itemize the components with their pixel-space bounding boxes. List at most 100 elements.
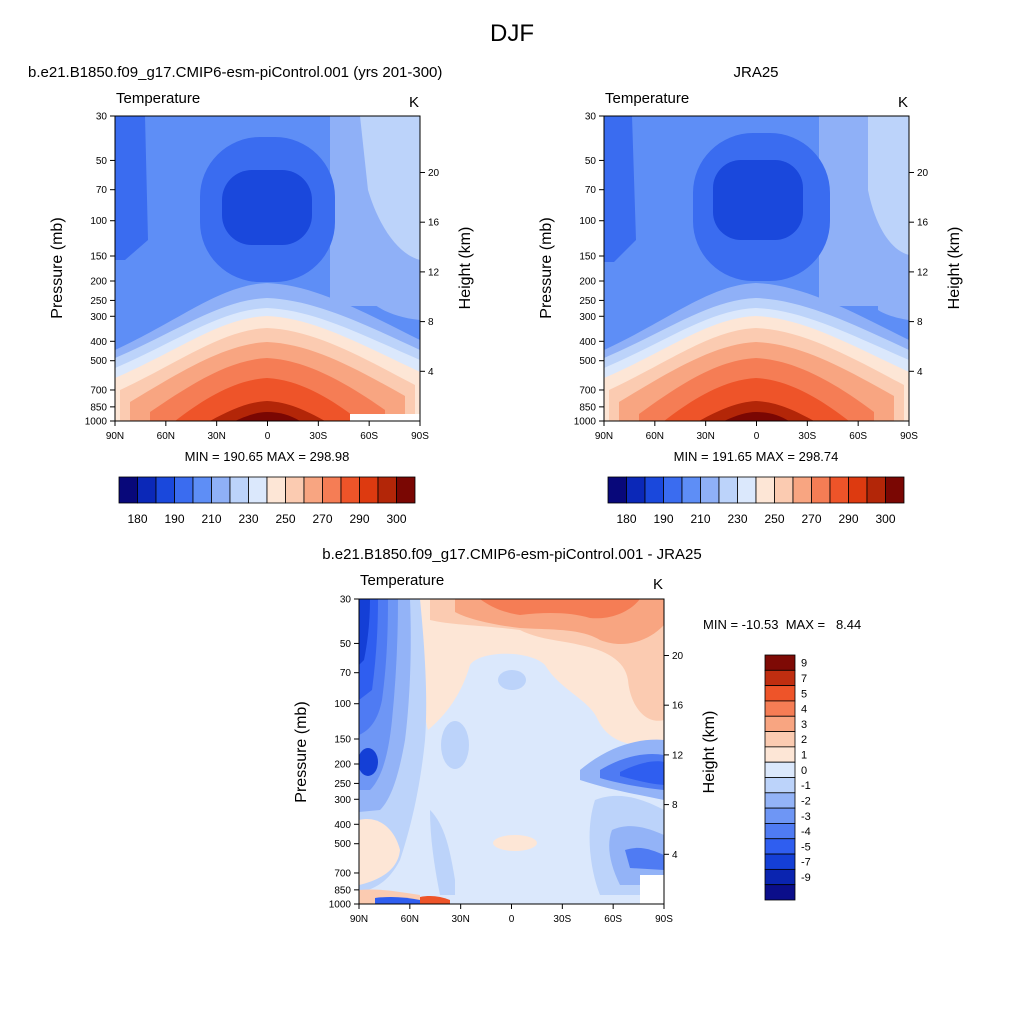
- y-tick-label: 400: [579, 337, 596, 348]
- x-tick-label: 90S: [411, 431, 429, 442]
- colorbar-cell: [303, 476, 323, 504]
- y2-tick-label: 16: [672, 701, 684, 712]
- panel-model: b.e21.B1850.f09_g17.CMIP6-esm-piControl.…: [28, 64, 474, 526]
- colorbar-label: 9: [801, 658, 807, 670]
- y-tick-label: 30: [96, 112, 108, 123]
- contour-band: [498, 670, 526, 690]
- y-tick-label: 500: [90, 356, 107, 367]
- colorbar: 180 190 210 230 250 270 290 300: [607, 476, 905, 526]
- colorbar-cell: [359, 476, 379, 504]
- colorbar-label: 190: [653, 512, 673, 526]
- colorbar-cell: [764, 884, 796, 901]
- y-tick-label: 200: [90, 277, 107, 288]
- y-tick-label: 850: [90, 402, 107, 413]
- y-tick-label: 50: [96, 156, 108, 167]
- colorbar-label: 3: [801, 719, 807, 731]
- units-label: K: [409, 94, 419, 111]
- y-axis-label: Pressure (mb): [293, 701, 310, 802]
- x-tick-label: 60S: [604, 914, 622, 925]
- x-tick-label: 0: [509, 914, 515, 925]
- colorbar-label: -9: [801, 872, 811, 884]
- y2-axis-label: Height (km): [701, 711, 718, 794]
- y-tick-label: 100: [334, 699, 351, 710]
- colorbar-cell: [248, 476, 268, 504]
- y-tick-label: 500: [579, 356, 596, 367]
- x-tick-label: 30N: [451, 914, 469, 925]
- y-tick-label: 300: [90, 312, 107, 323]
- colorbar-cell: [155, 476, 175, 504]
- colorbar-label: 290: [349, 512, 369, 526]
- y2-tick-label: 20: [917, 168, 929, 179]
- colorbar-label: 230: [238, 512, 258, 526]
- y2-tick-label: 20: [428, 168, 440, 179]
- y2-tick-label: 4: [428, 367, 434, 378]
- colorbar-cell: [764, 792, 796, 809]
- y-tick-label: 700: [579, 385, 596, 396]
- contour-band: [359, 819, 400, 885]
- y-tick-label: 200: [334, 760, 351, 771]
- right-axis: 20 16 12 8 4: [664, 651, 684, 861]
- y-tick-label: 100: [90, 216, 107, 227]
- y-tick-label: 700: [334, 868, 351, 879]
- y-tick-label: 150: [90, 251, 107, 262]
- contour-field: [604, 116, 909, 421]
- y2-tick-label: 8: [428, 317, 434, 328]
- x-tick-label: 90S: [900, 431, 918, 442]
- colorbar-cell: [764, 823, 796, 840]
- contour-band: [713, 160, 803, 240]
- y-tick-label: 70: [96, 185, 108, 196]
- colorbar-label: 230: [727, 512, 747, 526]
- contour-band: [359, 748, 378, 776]
- y-tick-label: 30: [340, 595, 352, 606]
- colorbar-cell: [607, 476, 627, 504]
- colorbar-cell: [644, 476, 664, 504]
- colorbar-cell: [266, 476, 286, 504]
- y-tick-label: 1000: [329, 900, 352, 911]
- colorbar-cell: [885, 476, 905, 504]
- colorbar-label: 270: [312, 512, 332, 526]
- y-axis-label: Pressure (mb): [538, 217, 555, 318]
- y2-tick-label: 12: [917, 267, 929, 278]
- panel-title: b.e21.B1850.f09_g17.CMIP6-esm-piControl.…: [322, 546, 701, 563]
- y2-tick-label: 8: [672, 800, 678, 811]
- variable-label: Temperature: [116, 90, 200, 107]
- colorbar-cell: [174, 476, 194, 504]
- variable-label: Temperature: [360, 572, 444, 589]
- contour-band: [664, 378, 849, 421]
- contour-band: [620, 761, 664, 785]
- units-label: K: [653, 576, 663, 593]
- bottom-axis: 90N 60N 30N 0 30S 60S 90S: [106, 421, 429, 442]
- colorbar-cell: [764, 654, 796, 671]
- colorbar-cell: [718, 476, 738, 504]
- colorbar-label: 270: [801, 512, 821, 526]
- y2-tick-label: 8: [917, 317, 923, 328]
- y-tick-label: 250: [334, 779, 351, 790]
- contour-band: [235, 412, 300, 421]
- page-title: DJF: [490, 20, 534, 47]
- colorbar: 9 7 5 4 3 2 1 0 -1 -2 -3 -4 -5 -7 -9: [764, 654, 811, 901]
- colorbar-label: 210: [690, 512, 710, 526]
- contour-field: [115, 116, 420, 421]
- colorbar-label: 7: [801, 673, 807, 685]
- y-tick-label: 200: [579, 277, 596, 288]
- y-tick-label: 1000: [85, 417, 108, 428]
- contour-field: [359, 599, 664, 904]
- y-tick-label: 400: [90, 337, 107, 348]
- y-tick-label: 50: [585, 156, 597, 167]
- y-tick-label: 250: [579, 296, 596, 307]
- colorbar-cell: [764, 700, 796, 717]
- x-tick-label: 60S: [360, 431, 378, 442]
- min-max-stats: MIN = 191.65 MAX = 298.74: [674, 449, 839, 464]
- contour-band: [441, 721, 469, 769]
- y2-axis-label: Height (km): [946, 227, 963, 310]
- y-tick-label: 150: [579, 251, 596, 262]
- colorbar-label: 290: [838, 512, 858, 526]
- y-tick-label: 50: [340, 639, 352, 650]
- colorbar-label: -3: [801, 811, 811, 823]
- colorbar-cell: [626, 476, 646, 504]
- y-tick-label: 70: [340, 668, 352, 679]
- contour-band: [625, 847, 664, 870]
- panel-title: b.e21.B1850.f09_g17.CMIP6-esm-piControl.…: [28, 64, 442, 81]
- contour-band: [375, 287, 420, 320]
